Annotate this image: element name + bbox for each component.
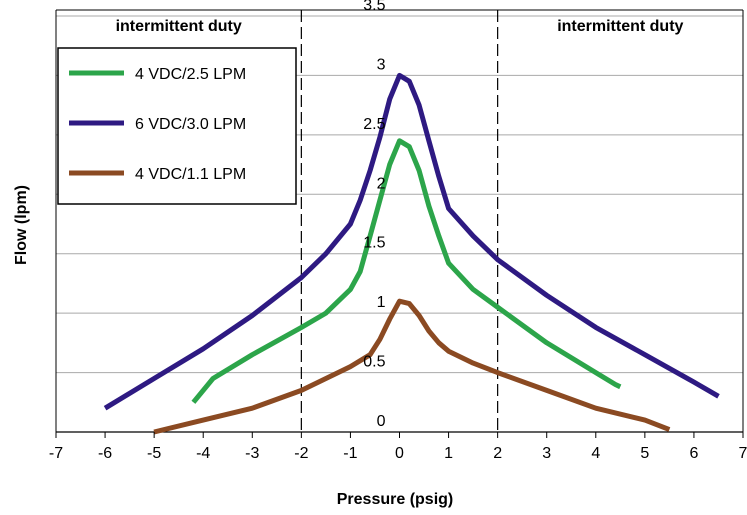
x-tick-label-2: -5 bbox=[147, 445, 161, 462]
series-line-1 bbox=[103, 72, 720, 411]
x-tick-label-3: -4 bbox=[196, 445, 210, 462]
series-line-2 bbox=[153, 298, 671, 435]
y-tick-label-4: 2 bbox=[377, 175, 386, 192]
x-tick-label-7: 0 bbox=[395, 445, 404, 462]
x-tick-label-0: -7 bbox=[49, 445, 63, 462]
x-tick-label-1: -6 bbox=[98, 445, 112, 462]
series-line-0 bbox=[191, 138, 622, 404]
x-tick-label-5: -2 bbox=[294, 445, 308, 462]
legend-label-2: 4 VDC/1.1 LPM bbox=[135, 166, 246, 183]
y-tick-label-2: 1 bbox=[377, 294, 386, 311]
x-tick-label-12: 5 bbox=[640, 445, 649, 462]
y-tick-label-7: 3.5 bbox=[363, 0, 385, 14]
y-tick-label-1: 0.5 bbox=[363, 354, 385, 371]
x-tick-label-4: -3 bbox=[245, 445, 259, 462]
x-tick-label-9: 2 bbox=[493, 445, 502, 462]
intermittent-duty-label-right: intermittent duty bbox=[557, 18, 683, 35]
legend-label-1: 6 VDC/3.0 LPM bbox=[135, 116, 246, 133]
x-tick-label-10: 3 bbox=[542, 445, 551, 462]
y-tick-label-6: 3 bbox=[377, 56, 386, 73]
legend: 4 VDC/2.5 LPM 6 VDC/3.0 LPM 4 VDC/1.1 LPM bbox=[57, 47, 297, 205]
legend-label-0: 4 VDC/2.5 LPM bbox=[135, 66, 246, 83]
y-tick-label-5: 2.5 bbox=[363, 116, 385, 133]
x-tick-label-6: -1 bbox=[343, 445, 357, 462]
x-axis-ticks: -7 -6 -5 -4 -3 -2 -1 0 1 2 3 4 5 6 7 bbox=[49, 432, 747, 462]
y-tick-labels: 0 0.5 1 1.5 2 2.5 3 3.5 bbox=[363, 0, 385, 430]
y-tick-label-3: 1.5 bbox=[363, 235, 385, 252]
data-series bbox=[103, 72, 720, 435]
x-tick-label-11: 4 bbox=[591, 445, 600, 462]
x-tick-label-8: 1 bbox=[444, 445, 453, 462]
y-tick-label-0: 0 bbox=[377, 413, 386, 430]
x-tick-label-13: 6 bbox=[689, 445, 698, 462]
annotations: intermittent duty intermittent duty bbox=[116, 18, 684, 35]
x-axis-label: Pressure (psig) bbox=[337, 491, 453, 508]
x-tick-label-14: 7 bbox=[739, 445, 747, 462]
duty-boundary-lines bbox=[300, 10, 499, 432]
intermittent-duty-label-left: intermittent duty bbox=[116, 18, 242, 35]
y-axis-label: Flow (lpm) bbox=[13, 185, 30, 265]
